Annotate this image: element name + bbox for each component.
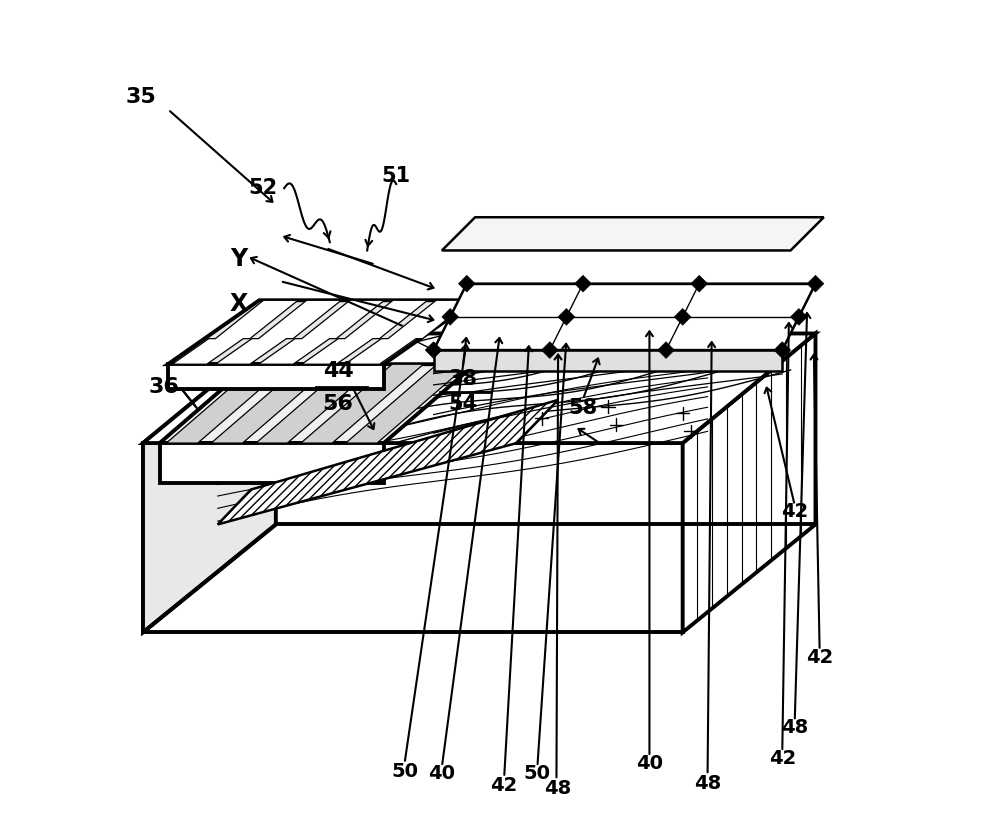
- Polygon shape: [674, 308, 691, 325]
- Text: 52: 52: [249, 178, 278, 198]
- Polygon shape: [160, 364, 475, 443]
- Polygon shape: [301, 364, 424, 443]
- Polygon shape: [791, 308, 807, 325]
- Text: 42: 42: [769, 749, 796, 768]
- Polygon shape: [211, 364, 334, 443]
- Polygon shape: [302, 300, 428, 364]
- Text: 48: 48: [781, 718, 808, 737]
- Polygon shape: [683, 333, 815, 632]
- Text: 50: 50: [524, 764, 551, 783]
- Polygon shape: [168, 364, 384, 389]
- Polygon shape: [218, 400, 558, 525]
- Polygon shape: [658, 342, 674, 358]
- Text: 42: 42: [806, 648, 833, 666]
- Polygon shape: [256, 364, 379, 443]
- Polygon shape: [542, 342, 558, 358]
- Polygon shape: [442, 308, 458, 325]
- Polygon shape: [807, 276, 824, 292]
- Polygon shape: [143, 333, 276, 632]
- Text: 56: 56: [323, 394, 354, 414]
- Polygon shape: [143, 333, 815, 443]
- Text: 54: 54: [448, 394, 477, 414]
- Text: 40: 40: [636, 754, 663, 773]
- Polygon shape: [143, 443, 683, 632]
- Polygon shape: [774, 342, 791, 358]
- Polygon shape: [345, 300, 471, 364]
- Text: 44: 44: [323, 361, 353, 381]
- Polygon shape: [425, 342, 442, 358]
- Text: 50: 50: [391, 762, 418, 781]
- Text: 36: 36: [148, 377, 179, 397]
- Polygon shape: [558, 308, 575, 325]
- Text: 48: 48: [694, 774, 721, 793]
- Text: 42: 42: [491, 776, 518, 796]
- Text: 40: 40: [428, 764, 455, 783]
- Polygon shape: [160, 443, 384, 483]
- Text: Y: Y: [230, 247, 247, 271]
- Polygon shape: [458, 276, 475, 292]
- Polygon shape: [215, 300, 341, 364]
- Polygon shape: [575, 276, 591, 292]
- Text: 42: 42: [781, 502, 808, 521]
- Polygon shape: [434, 350, 782, 371]
- Polygon shape: [442, 217, 824, 251]
- Polygon shape: [168, 300, 475, 364]
- Polygon shape: [434, 284, 815, 350]
- Polygon shape: [172, 300, 298, 364]
- Text: X: X: [229, 292, 248, 317]
- Text: 48: 48: [544, 779, 572, 798]
- Text: 51: 51: [382, 166, 411, 186]
- Text: 38: 38: [448, 369, 477, 389]
- Polygon shape: [346, 364, 468, 443]
- Text: 35: 35: [126, 87, 157, 107]
- Polygon shape: [166, 364, 289, 443]
- Polygon shape: [691, 276, 708, 292]
- Text: 58: 58: [568, 398, 598, 418]
- Polygon shape: [259, 300, 384, 364]
